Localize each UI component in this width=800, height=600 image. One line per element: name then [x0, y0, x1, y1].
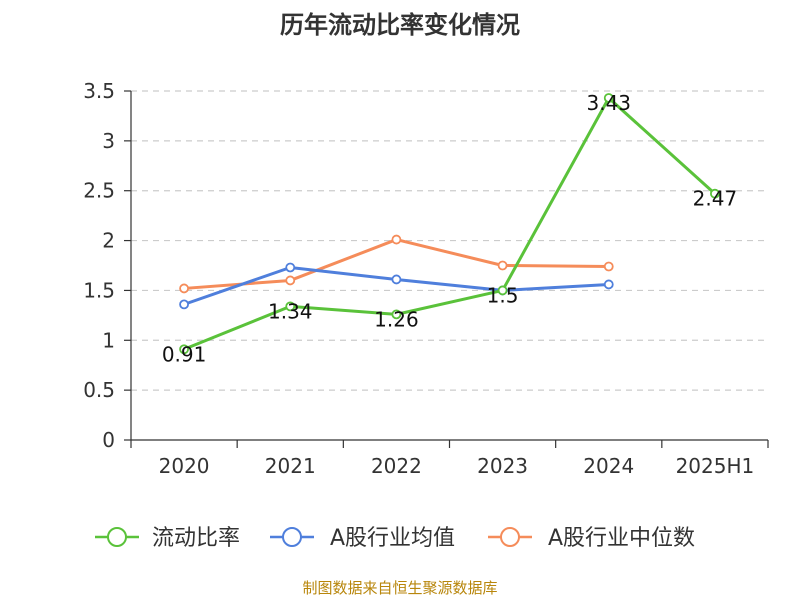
x-tick-label: 2023 [477, 454, 528, 478]
y-tick-label: 1.5 [83, 278, 115, 302]
data-point [179, 299, 189, 310]
y-tick-label: 3.5 [83, 79, 115, 103]
legend-label: A股行业均值 [330, 526, 455, 551]
legend: 流动比率 A股行业均值 A股行业中位数 [95, 526, 695, 551]
data-label: 2.47 [693, 187, 738, 211]
data-point [603, 279, 614, 290]
y-tick-label: 1 [102, 328, 115, 352]
legend-label: 流动比率 [152, 526, 240, 551]
data-point [179, 344, 189, 355]
data-label: 1.34 [268, 299, 313, 323]
data-point [179, 283, 189, 294]
x-tick-label: 2024 [583, 454, 634, 478]
axes: 0 0.5 1 1.5 2 2.5 3 3.5 2020 2021 2022 2023 2024 2025… [83, 79, 769, 478]
y-tick-label: 2.5 [83, 179, 115, 203]
data-point [391, 274, 402, 285]
data-label: 3.43 [586, 91, 631, 115]
y-tick-label: 0.5 [83, 378, 115, 402]
x-tick-label: 2025H1 [676, 454, 755, 478]
data-point [391, 234, 402, 245]
data-point [603, 93, 614, 103]
data-label: 1.26 [374, 307, 419, 331]
data-label: 0.91 [162, 342, 207, 366]
series-line [183, 265, 609, 306]
data-point [710, 188, 720, 199]
x-tick-label: 2021 [265, 454, 316, 478]
chart-title: 历年流动比率变化情况 [280, 11, 520, 39]
data-label: 1.5 [487, 283, 519, 307]
gridlines [131, 90, 768, 391]
series-lines [179, 93, 720, 355]
legend-label: A股行业中位数 [548, 526, 695, 551]
data-point [497, 285, 508, 296]
data-point [285, 275, 296, 286]
series-line [183, 96, 716, 351]
data-point [285, 301, 296, 312]
data-point [285, 262, 296, 273]
data-point [497, 260, 508, 271]
data-labels: 0.91 1.34 1.26 1.5 3.43 2.47 [162, 91, 737, 366]
data-point [603, 261, 614, 272]
data-point [391, 309, 402, 320]
legend-swatch-marker [107, 527, 127, 547]
x-tick-label: 2020 [159, 454, 210, 478]
legend-swatch-marker [282, 527, 302, 547]
source-note: 制图数据来自恒生聚源数据库 [302, 579, 497, 597]
y-tick-label: 0 [102, 428, 115, 452]
y-tick-label: 3 [102, 129, 115, 153]
y-tick-label: 2 [102, 229, 115, 253]
legend-swatch-marker [500, 527, 520, 547]
x-tick-label: 2022 [371, 454, 422, 478]
